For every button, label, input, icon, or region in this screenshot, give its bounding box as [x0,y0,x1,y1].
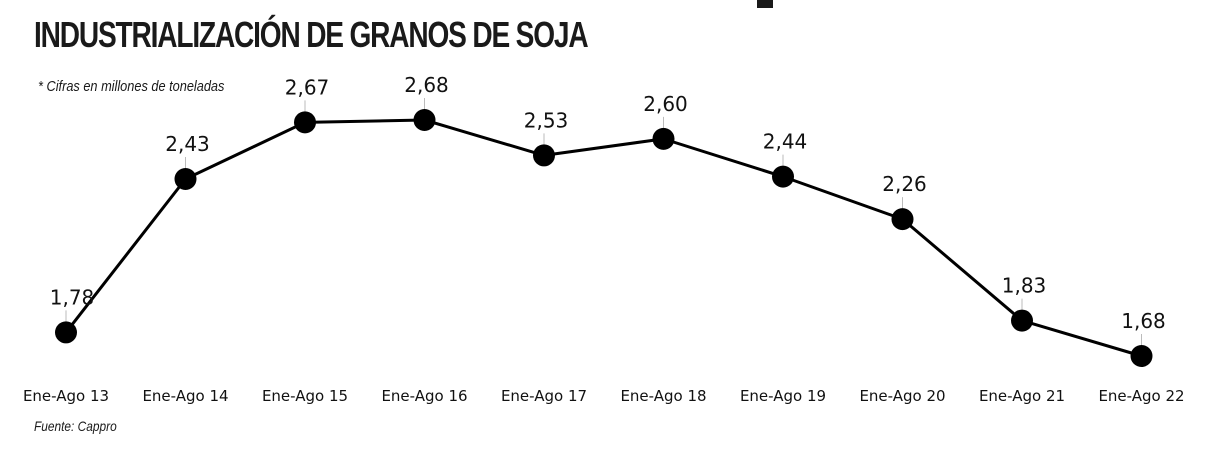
data-point [1011,309,1033,332]
value-label: 2,60 [643,92,688,116]
data-point [174,168,197,190]
data-point [891,208,914,231]
value-label: 2,53 [524,108,569,132]
x-tick-label: Ene-Ago 13 [23,387,109,405]
x-tick-label: Ene-Ago 17 [501,387,587,405]
value-labels: 1,78 2,43 2,67 2,68 2,53 2,60 2,44 2,26 1,83 1,68 [50,73,1166,333]
data-point [1130,345,1153,367]
value-label: 1,78 [50,285,95,309]
chart-subtitle: * Cifras en millones de toneladas [38,78,225,95]
x-axis-ticks: Ene-Ago 13 Ene-Ago 14 Ene-Ago 15 Ene-Ago 16… [23,387,1185,405]
x-tick-label: Ene-Ago 19 [740,387,826,405]
series-line [64,118,1142,358]
leader-lines [65,98,1142,345]
value-label: 1,83 [1002,274,1047,298]
value-label: 2,43 [165,132,210,156]
value-label: 2,67 [285,75,330,99]
data-points [55,109,1153,367]
chart-title: INDUSTRIALIZACIÓN DE GRANOS DE SOJA [34,14,589,55]
x-tick-label: Ene-Ago 22 [1098,387,1184,405]
value-label: 2,68 [404,73,449,97]
data-point [652,127,675,150]
data-point [294,111,316,134]
chart-source: Fuente: Cappro [34,418,117,434]
data-point [533,144,555,167]
x-tick-label: Ene-Ago 15 [262,387,348,405]
x-tick-label: Ene-Ago 16 [381,387,467,405]
value-label: 2,26 [882,172,927,196]
value-label: 1,68 [1121,309,1166,333]
data-point [772,165,794,188]
x-tick-label: Ene-Ago 21 [979,387,1065,405]
x-tick-label: Ene-Ago 14 [142,387,228,405]
data-point [413,109,436,131]
value-label: 2,44 [763,130,808,154]
x-tick-label: Ene-Ago 18 [620,387,706,405]
data-point [55,321,77,344]
x-tick-label: Ene-Ago 20 [859,387,945,405]
decorative-bar [757,0,773,8]
